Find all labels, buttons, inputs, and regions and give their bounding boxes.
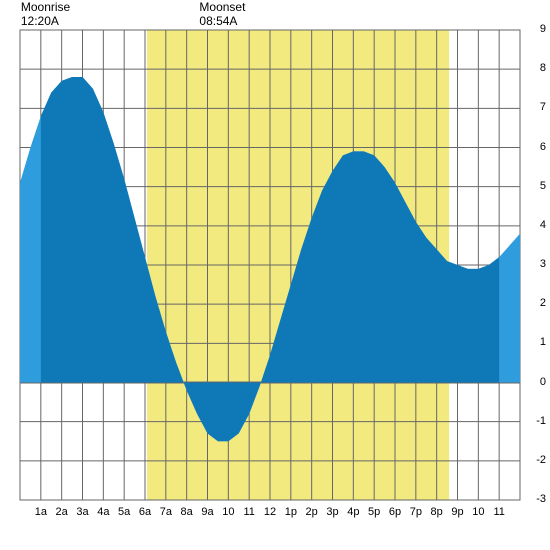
y-tick-label: -1	[526, 415, 546, 427]
x-tick-label: 5a	[114, 506, 134, 518]
moonset-text: Moonset	[199, 0, 245, 14]
y-tick-label: 9	[526, 23, 546, 35]
x-tick-label: 6a	[135, 506, 155, 518]
moonrise-label: Moonrise 12:20A	[21, 0, 70, 28]
x-tick-label: 9p	[448, 506, 468, 518]
y-tick-label: 3	[526, 258, 546, 270]
y-tick-label: -2	[526, 454, 546, 466]
y-tick-label: 8	[526, 62, 546, 74]
tide-chart: Moonrise 12:20A Moonset 08:54A -3-2-1012…	[0, 0, 550, 550]
y-tick-label: 5	[526, 180, 546, 192]
moonset-time: 08:54A	[199, 14, 245, 28]
x-tick-label: 3a	[73, 506, 93, 518]
moonrise-text: Moonrise	[21, 0, 70, 14]
y-tick-label: 4	[526, 219, 546, 231]
x-tick-label: 3p	[323, 506, 343, 518]
x-tick-label: 2p	[302, 506, 322, 518]
x-tick-label: 5p	[364, 506, 384, 518]
y-tick-label: 1	[526, 336, 546, 348]
x-tick-label: 7a	[156, 506, 176, 518]
x-tick-label: 8a	[177, 506, 197, 518]
y-tick-label: 2	[526, 297, 546, 309]
x-tick-label: 6p	[385, 506, 405, 518]
y-tick-label: -3	[526, 493, 546, 505]
y-tick-label: 0	[526, 376, 546, 388]
x-tick-label: 11	[239, 506, 259, 518]
x-tick-label: 10	[468, 506, 488, 518]
x-tick-label: 4a	[93, 506, 113, 518]
x-tick-label: 9a	[198, 506, 218, 518]
moonrise-time: 12:20A	[21, 14, 70, 28]
y-tick-label: 6	[526, 141, 546, 153]
x-tick-label: 12	[260, 506, 280, 518]
chart-plot	[0, 0, 550, 550]
x-tick-label: 1p	[281, 506, 301, 518]
x-tick-label: 7p	[406, 506, 426, 518]
y-tick-label: 7	[526, 101, 546, 113]
x-tick-label: 10	[218, 506, 238, 518]
x-tick-label: 8p	[427, 506, 447, 518]
x-tick-label: 4p	[343, 506, 363, 518]
x-tick-label: 1a	[31, 506, 51, 518]
x-tick-label: 2a	[52, 506, 72, 518]
moonset-label: Moonset 08:54A	[199, 0, 245, 28]
x-tick-label: 11	[489, 506, 509, 518]
